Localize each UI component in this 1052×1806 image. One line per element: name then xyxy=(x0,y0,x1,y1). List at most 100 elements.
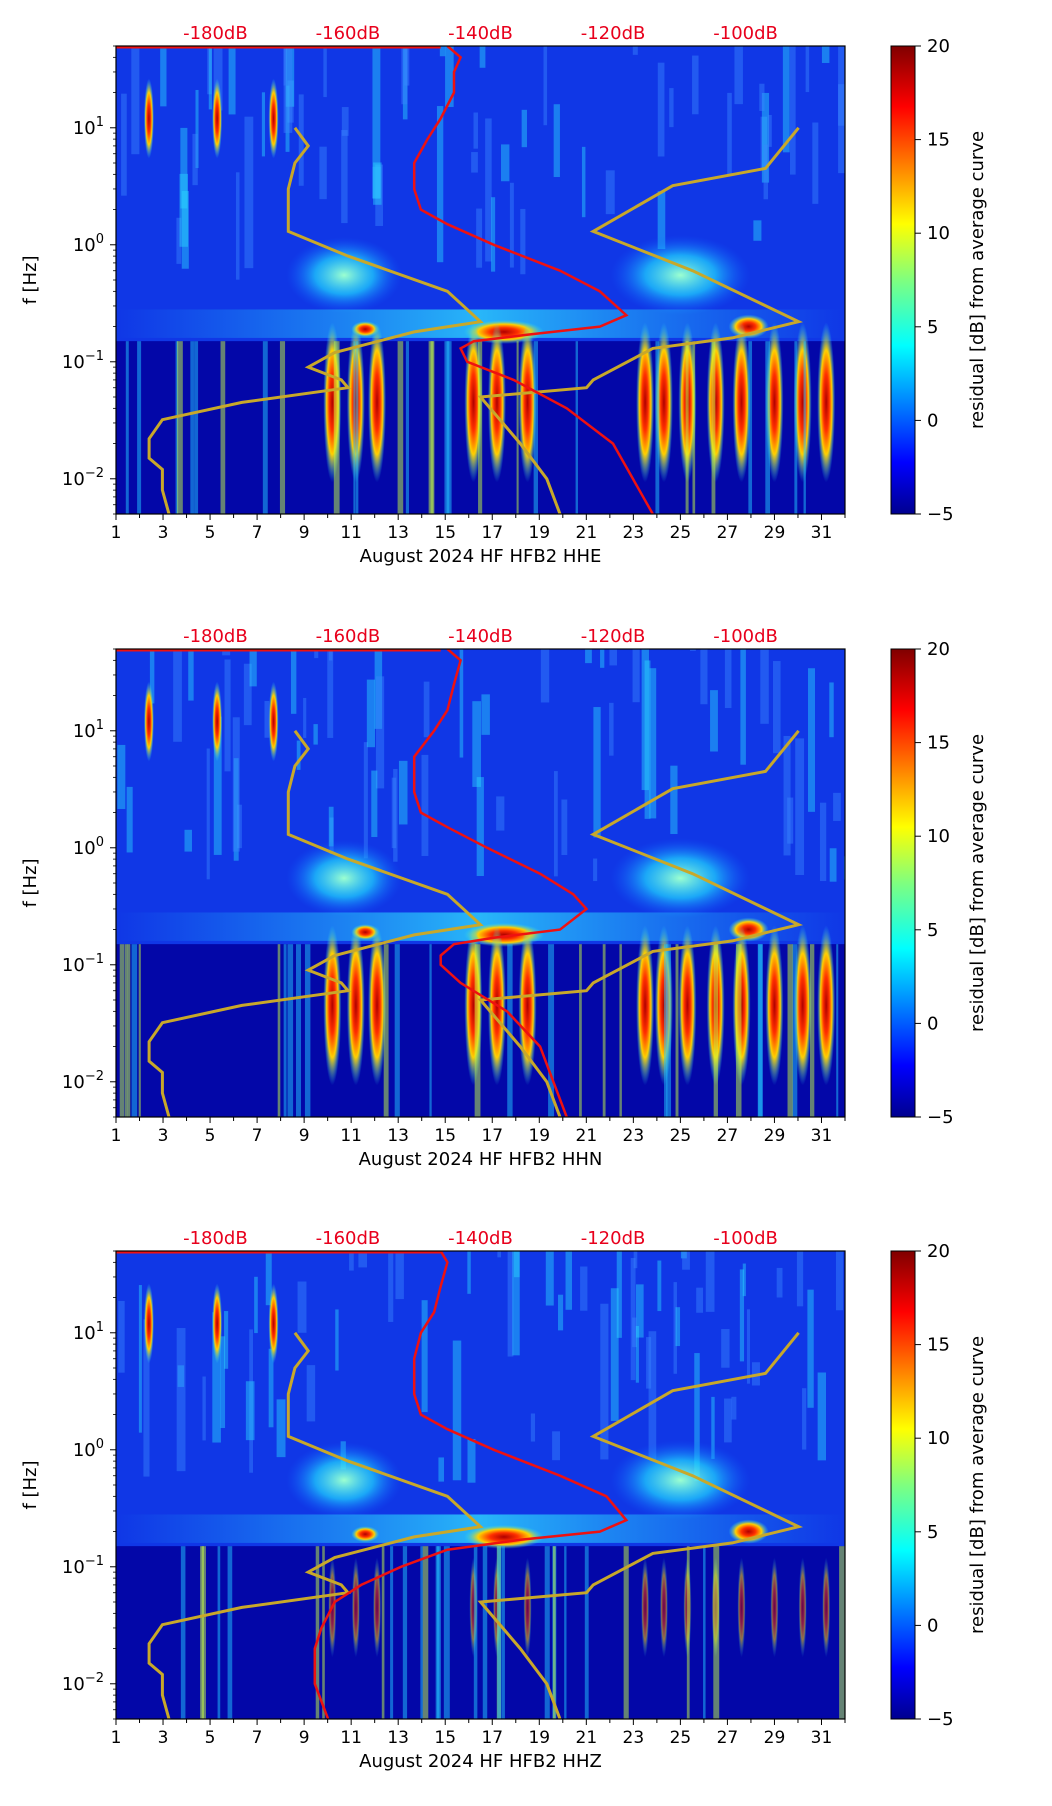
hf-energy-burst xyxy=(143,1283,154,1364)
lp-noise-streak xyxy=(564,1546,567,1719)
x-tick-label: 17 xyxy=(481,523,503,543)
long-period-event xyxy=(737,1557,746,1658)
long-period-event xyxy=(351,1557,360,1658)
hf-noise-streak xyxy=(290,649,297,714)
nhnm-curve xyxy=(477,1331,804,1719)
x-tick-label: 7 xyxy=(252,1126,263,1146)
hf-noise-streak xyxy=(306,1365,316,1422)
hf-noise-streak xyxy=(228,46,236,115)
colorbar-tick-label: −5 xyxy=(927,1709,954,1730)
lp-noise-streak xyxy=(296,944,302,1117)
hf-noise-streak xyxy=(496,796,505,831)
hf-energy-burst xyxy=(143,681,154,762)
nlnm-curve xyxy=(147,1331,484,1719)
hf-noise-streak xyxy=(184,829,192,852)
x-tick-label: 7 xyxy=(252,523,263,543)
hf-noise-streak xyxy=(243,663,252,726)
colorbar-label: residual [dB] from average curve xyxy=(967,1336,988,1634)
hf-noise-streak xyxy=(374,649,383,729)
long-period-event xyxy=(636,322,655,483)
hf-noise-streak xyxy=(393,768,398,862)
lp-noise-streak xyxy=(131,944,138,1117)
hf-noise-streak xyxy=(829,682,834,738)
microseism-peak xyxy=(351,1526,380,1543)
colorbar-tick-label: 5 xyxy=(927,920,938,941)
hf-noise-streak xyxy=(467,1251,471,1294)
hf-noise-streak xyxy=(593,858,598,882)
colorbar-tick-label: 15 xyxy=(927,130,950,151)
y-axis-label: f [Hz] xyxy=(20,255,41,304)
hf-noise-streak xyxy=(696,1287,704,1313)
lp-noise-streak xyxy=(803,341,806,514)
hf-noise-streak xyxy=(298,94,304,186)
colorbar-tick-label: 15 xyxy=(927,733,950,754)
hf-noise-streak xyxy=(761,92,770,183)
hf-noise-streak xyxy=(341,130,348,224)
long-period-event xyxy=(487,322,506,483)
x-tick-label: 29 xyxy=(764,523,786,543)
hf-noise-streak xyxy=(366,679,376,748)
top-db-label: -120dB xyxy=(581,23,646,44)
hf-noise-streak xyxy=(319,146,327,200)
lp-noise-streak xyxy=(405,341,409,514)
hf-noise-streak xyxy=(222,649,231,656)
hf-noise-streak xyxy=(783,735,791,856)
lp-noise-streak xyxy=(436,1546,441,1719)
hf-noise-streak xyxy=(421,1300,428,1413)
x-tick-label: 9 xyxy=(299,1728,310,1748)
hf-noise-streak xyxy=(740,649,746,765)
colorbar-tick-label: 5 xyxy=(927,317,938,338)
hf-noise-streak xyxy=(600,649,605,668)
hf-noise-streak xyxy=(808,668,816,812)
hf-noise-streak xyxy=(398,760,408,825)
hf-noise-streak xyxy=(507,1251,514,1357)
hf-noise-streak xyxy=(760,649,769,724)
x-tick-label: 11 xyxy=(340,1126,362,1146)
lp-noise-streak xyxy=(666,944,672,1117)
hf-noise-streak xyxy=(694,1353,700,1482)
hf-noise-streak xyxy=(561,799,568,856)
lp-noise-streak xyxy=(353,341,356,514)
hf-noise-streak xyxy=(746,1309,751,1384)
hf-noise-streak xyxy=(452,1340,462,1481)
spectrogram-image xyxy=(116,1251,845,1719)
x-tick-label: 23 xyxy=(623,1728,645,1748)
lp-noise-streak xyxy=(262,341,268,514)
hf-noise-streak xyxy=(513,1251,520,1278)
lp-noise-streak xyxy=(277,944,281,1117)
lp-noise-streak xyxy=(579,944,582,1117)
hf-noise-streak xyxy=(565,1251,572,1310)
hf-noise-streak xyxy=(195,89,199,169)
hf-noise-streak xyxy=(833,792,841,821)
colorbar-tick-label: −5 xyxy=(927,1107,954,1128)
hf-noise-streak xyxy=(249,1329,254,1473)
hf-noise-streak xyxy=(179,173,189,247)
long-period-event xyxy=(817,925,836,1086)
hf-noise-streak xyxy=(680,1251,687,1259)
long-period-event xyxy=(323,925,342,1086)
hf-noise-streak xyxy=(473,112,478,149)
x-tick-label: 29 xyxy=(764,1126,786,1146)
lp-noise-streak xyxy=(544,1546,550,1719)
hf-noise-streak xyxy=(372,166,381,198)
lp-noise-streak xyxy=(713,944,718,1117)
hf-energy-burst xyxy=(268,681,279,762)
x-tick-label: 15 xyxy=(434,1728,456,1748)
hf-noise-streak xyxy=(245,1381,255,1441)
hf-noise-streak xyxy=(372,46,381,199)
lp-noise-streak xyxy=(194,341,199,514)
y-tick-label: 100 xyxy=(73,835,104,859)
hf-noise-streak xyxy=(296,740,301,770)
hf-noise-streak xyxy=(118,1300,125,1373)
hf-noise-streak xyxy=(657,191,666,250)
lp-noise-streak xyxy=(474,944,481,1117)
hf-noise-streak xyxy=(545,1251,554,1306)
x-tick-label: 5 xyxy=(205,523,216,543)
x-tick-label: 1 xyxy=(111,1126,122,1146)
long-period-event xyxy=(368,925,387,1086)
long-period-event xyxy=(373,1557,382,1658)
hf-noise-streak xyxy=(436,106,444,263)
hf-noise-streak xyxy=(421,754,429,856)
hf-noise-streak xyxy=(232,717,240,852)
